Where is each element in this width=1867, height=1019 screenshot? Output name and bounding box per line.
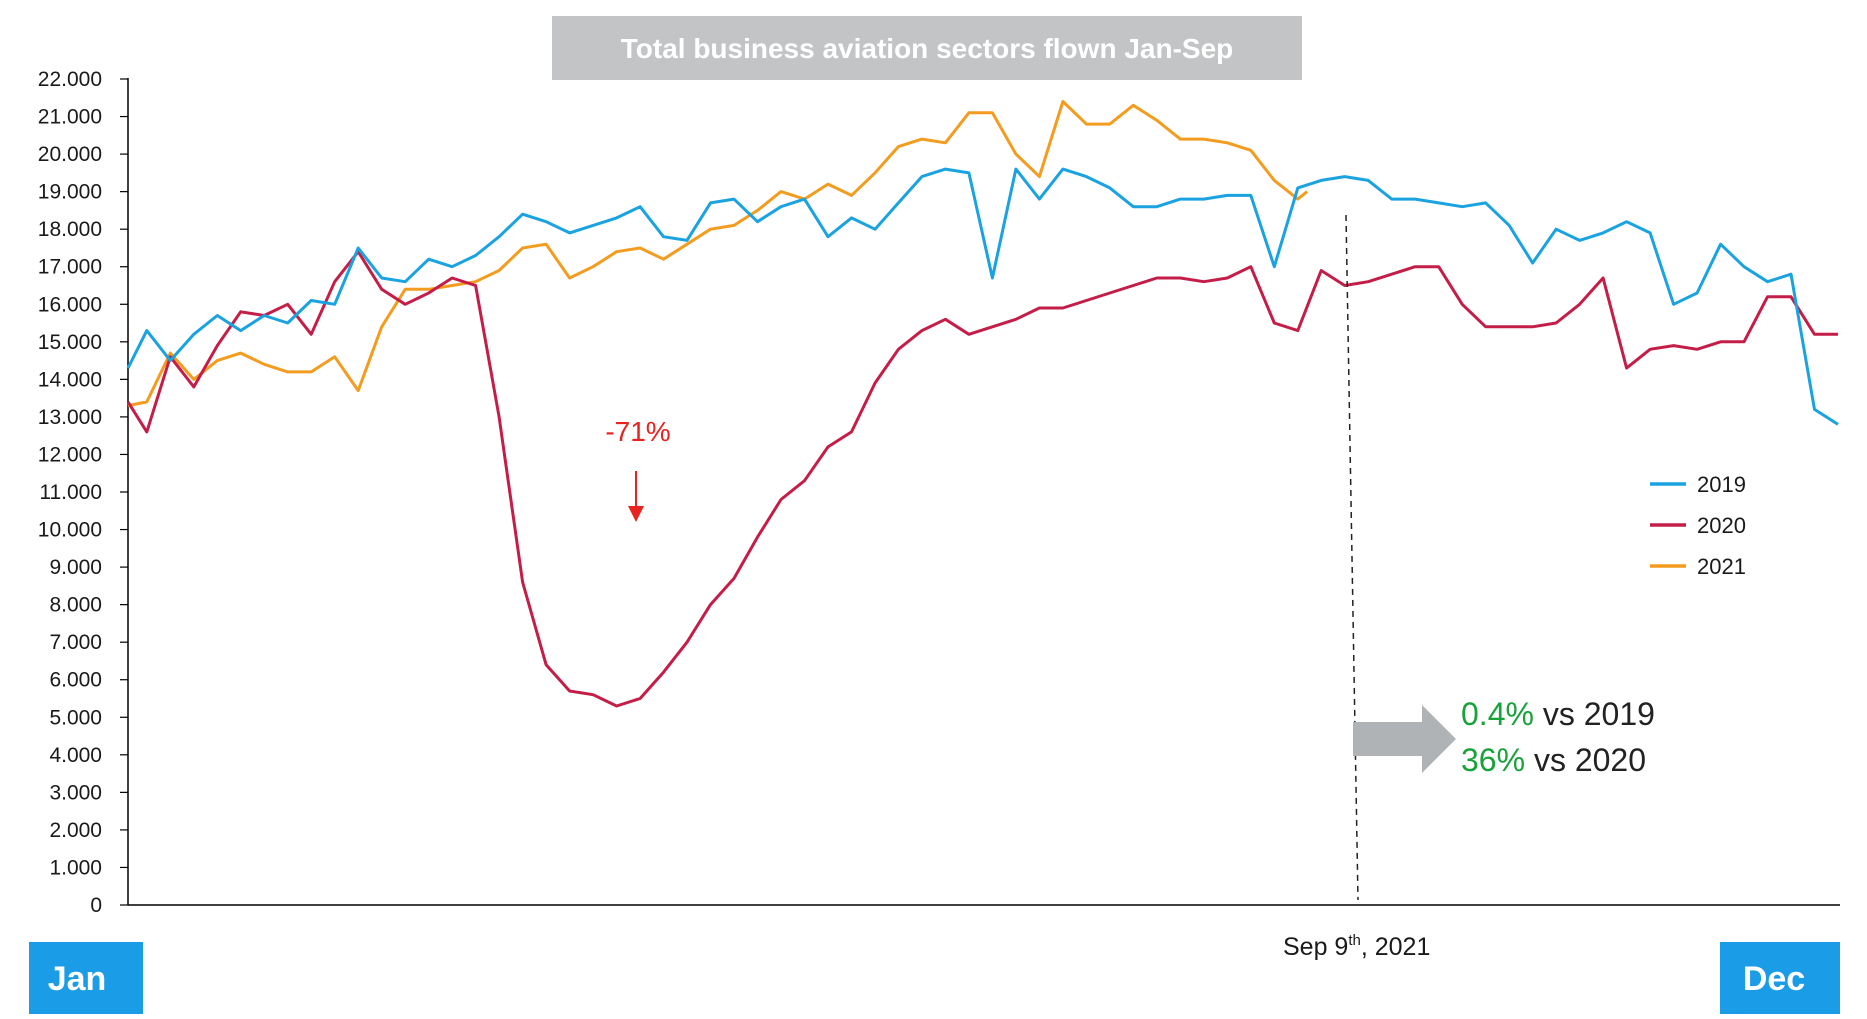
y-tick-label: 11.000 (39, 481, 102, 504)
comparison-arrow-icon (1353, 705, 1456, 773)
y-tick-label: 14.000 (38, 368, 102, 391)
y-tick-label: 19.000 (38, 181, 102, 204)
y-tick-label: 1.000 (49, 856, 102, 879)
comparison-text-2019: vs 2019 (1534, 696, 1655, 732)
y-tick-label: 0 (90, 894, 102, 917)
series-line-2019 (126, 167, 1839, 426)
comparison-line-2019: 0.4% vs 2019 (1461, 696, 1655, 732)
y-tick-label: 2.000 (49, 819, 102, 842)
y-tick-label: 12.000 (38, 443, 102, 466)
series-line-2021 (127, 100, 1309, 408)
end-month-label: Dec (1743, 960, 1805, 998)
y-tick-label: 10.000 (38, 519, 102, 542)
y-tick-label: 21.000 (38, 106, 102, 129)
y-tick-label: 9.000 (49, 556, 102, 579)
y-tick-label: 4.000 (49, 744, 102, 767)
legend-label-2019: 2019 (1697, 472, 1746, 497)
comparison-line-2020: 36% vs 2020 (1461, 742, 1646, 778)
date-marker-label-main: Sep 9 (1283, 933, 1348, 961)
y-tick-label: 20.000 (38, 143, 102, 166)
chart-title: Total business aviation sectors flown Ja… (621, 33, 1234, 64)
y-tick-label: 3.000 (49, 781, 102, 804)
chart-title-background (552, 16, 1302, 80)
legend-label-2021: 2021 (1697, 554, 1746, 579)
y-tick-label: 16.000 (38, 293, 102, 316)
y-axis-ticks: 0 1.000 2.000 3.000 4.000 5.000 6.000 7.000 8.00… (38, 68, 128, 917)
y-tick-label: 13.000 (38, 406, 102, 429)
series-layer (126, 100, 1839, 708)
date-marker-label: Sep 9th, 2021 (1283, 932, 1430, 961)
y-tick-label: 5.000 (49, 706, 102, 729)
date-marker-dashed-line (1345, 214, 1359, 901)
y-tick-label: 15.000 (38, 331, 102, 354)
legend-label-2020: 2020 (1697, 513, 1746, 538)
series-line-2020 (126, 250, 1838, 708)
comparison-value-2019: 0.4% (1461, 696, 1534, 732)
drop-percentage-label: -71% (605, 416, 670, 447)
y-tick-label: 22.000 (38, 68, 102, 91)
y-tick-label: 8.000 (49, 594, 102, 617)
drop-arrow-head (628, 506, 644, 522)
comparison-text-2020: vs 2020 (1525, 742, 1646, 778)
y-tick-label: 18.000 (38, 218, 102, 241)
start-month-label: Jan (48, 960, 107, 998)
end-month-box (1720, 942, 1840, 1014)
y-tick-label: 6.000 (49, 669, 102, 692)
start-month-box (29, 942, 143, 1014)
comparison-value-2020: 36% (1461, 742, 1525, 778)
y-tick-label: 7.000 (49, 631, 102, 654)
y-tick-label: 17.000 (38, 256, 102, 279)
legend: 2019 2020 2021 (1650, 472, 1746, 579)
date-marker-label-sup: th (1348, 932, 1361, 949)
date-marker-label-tail: , 2021 (1361, 933, 1431, 961)
